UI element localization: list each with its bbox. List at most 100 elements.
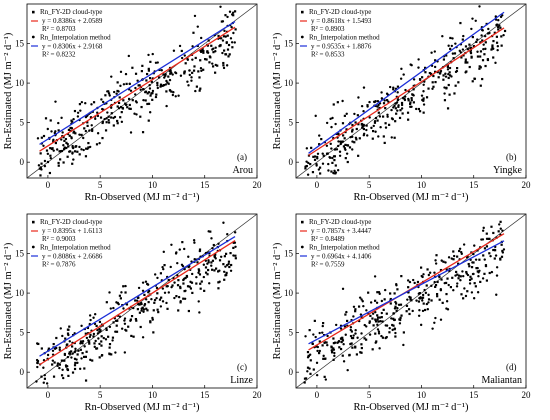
data-point-fy2d: [159, 272, 162, 275]
data-point-interp: [324, 378, 328, 381]
data-point-fy2d: [410, 97, 413, 100]
data-point-fy2d: [60, 149, 64, 153]
data-point-interp: [329, 117, 332, 121]
data-point-fy2d: [170, 71, 173, 75]
data-point-fy2d: [105, 301, 108, 304]
data-point-fy2d: [59, 150, 62, 153]
data-point-fy2d: [226, 264, 229, 267]
data-point-fy2d: [179, 301, 182, 304]
data-point-interp: [140, 307, 143, 310]
data-point-fy2d: [180, 49, 183, 53]
data-point-fy2d: [212, 243, 215, 247]
legend-marker-interp: [300, 245, 304, 249]
data-point-fy2d: [350, 342, 353, 345]
data-point-fy2d: [303, 377, 307, 380]
data-point-fy2d: [135, 319, 138, 322]
data-point-fy2d: [213, 269, 216, 272]
data-point-interp: [151, 89, 155, 93]
data-point-fy2d: [115, 330, 119, 333]
data-point-interp: [207, 230, 210, 233]
data-point-interp: [408, 280, 412, 284]
data-point-interp: [43, 373, 46, 377]
data-point-fy2d: [357, 123, 360, 126]
data-point-fy2d: [396, 85, 400, 88]
data-point-fy2d: [153, 301, 156, 304]
data-point-fy2d: [474, 285, 477, 288]
data-point-interp: [396, 109, 399, 112]
data-point-fy2d: [87, 146, 90, 149]
data-point-fy2d: [484, 41, 487, 44]
x-tick-label: 5: [367, 180, 372, 190]
data-point-fy2d: [371, 348, 374, 351]
data-point-interp: [398, 322, 402, 325]
data-point-fy2d: [130, 315, 134, 318]
data-point-fy2d: [183, 70, 186, 73]
data-point-interp: [327, 162, 330, 166]
data-point-fy2d: [479, 50, 483, 53]
data-point-interp: [487, 27, 490, 31]
data-point-fy2d: [421, 98, 424, 102]
data-point-interp: [114, 330, 117, 333]
data-point-fy2d: [348, 354, 351, 357]
data-point-interp: [198, 249, 202, 253]
data-point-interp: [332, 155, 336, 158]
data-point-interp: [206, 262, 209, 265]
data-point-interp: [42, 366, 45, 369]
data-point-interp: [202, 263, 206, 266]
data-point-fy2d: [445, 87, 448, 90]
data-point-fy2d: [499, 26, 502, 29]
data-point-fy2d: [203, 289, 206, 292]
data-point-fy2d: [399, 109, 402, 112]
data-point-fy2d: [187, 309, 190, 313]
data-point-fy2d: [484, 64, 487, 68]
legend-marker-fy2d: [32, 220, 35, 224]
data-point-fy2d: [122, 285, 125, 288]
data-point-fy2d: [84, 355, 87, 358]
data-point-fy2d: [139, 115, 142, 118]
data-point-interp: [433, 321, 436, 324]
data-point-fy2d: [482, 254, 485, 257]
data-point-fy2d: [424, 308, 427, 312]
panel-label: (d): [506, 362, 517, 372]
data-point-interp: [421, 299, 424, 302]
data-point-interp: [433, 271, 436, 274]
data-point-interp: [154, 95, 158, 99]
data-point-fy2d: [122, 99, 125, 102]
data-point-interp: [70, 137, 73, 140]
data-point-interp: [478, 5, 481, 8]
data-point-fy2d: [108, 346, 111, 349]
data-point-interp: [314, 114, 317, 118]
data-point-interp: [50, 147, 54, 151]
data-point-interp: [481, 277, 485, 280]
data-point-interp: [128, 82, 131, 86]
data-point-fy2d: [39, 174, 42, 177]
data-point-interp: [414, 107, 418, 111]
data-point-fy2d: [49, 147, 52, 150]
data-point-interp: [377, 103, 380, 107]
data-point-interp: [191, 272, 194, 276]
data-point-fy2d: [389, 302, 392, 305]
data-point-fy2d: [147, 102, 151, 105]
data-point-interp: [417, 66, 420, 69]
data-point-interp: [151, 52, 154, 56]
data-point-interp: [476, 38, 479, 41]
data-point-fy2d: [132, 335, 135, 338]
data-point-interp: [461, 48, 465, 51]
data-point-fy2d: [491, 44, 494, 47]
data-point-fy2d: [62, 161, 65, 164]
data-point-fy2d: [159, 83, 163, 86]
data-point-interp: [105, 117, 108, 120]
data-point-fy2d: [95, 347, 99, 350]
legend-marker-interp: [31, 35, 35, 39]
data-point-interp: [198, 311, 201, 314]
x-axis-title: Rn-Observed (MJ m⁻² d⁻¹): [353, 402, 469, 413]
data-point-interp: [36, 365, 39, 369]
data-point-fy2d: [488, 271, 491, 275]
data-point-fy2d: [76, 353, 79, 356]
data-point-fy2d: [186, 57, 189, 60]
data-point-fy2d: [107, 121, 111, 124]
data-point-fy2d: [407, 286, 410, 289]
data-point-fy2d: [393, 292, 396, 295]
data-point-interp: [72, 158, 75, 161]
data-point-fy2d: [182, 278, 185, 282]
